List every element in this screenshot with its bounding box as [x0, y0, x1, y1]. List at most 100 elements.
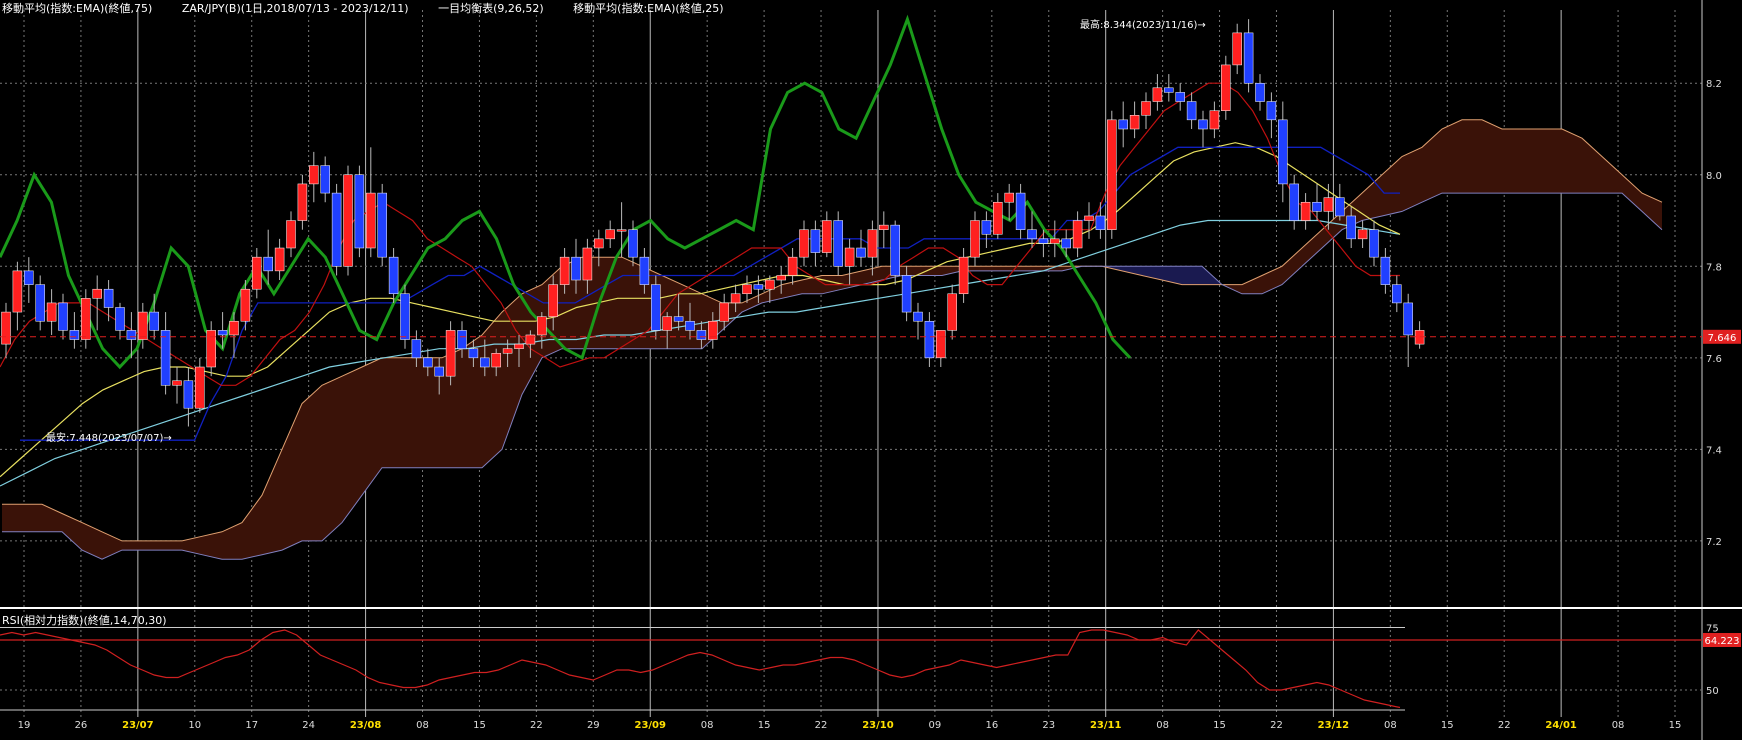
candle-body [981, 220, 992, 235]
candle-body [799, 229, 809, 258]
candle-body [309, 165, 319, 185]
candle-body [1118, 119, 1128, 130]
chart-grid [0, 10, 1702, 717]
candle-body [354, 174, 365, 249]
cloud-segment [442, 348, 462, 468]
cloud-segment [42, 504, 62, 532]
cloud-segment [782, 280, 802, 299]
date-tick-label: 08 [1384, 720, 1397, 731]
candle-body [195, 366, 205, 409]
candle-body [639, 256, 650, 285]
candle-body [1129, 115, 1140, 130]
ema75-line [0, 219, 1401, 487]
cloud-segment [142, 540, 162, 551]
candle-body [1061, 238, 1071, 249]
candle-body [1312, 201, 1322, 212]
chikou-line [0, 14, 1132, 370]
candle-body [160, 330, 171, 386]
cloud-segment [62, 513, 82, 551]
candle-body [856, 247, 866, 258]
cloud-segment [1622, 174, 1642, 212]
candle-body [810, 229, 821, 253]
cloud-segment [1602, 156, 1622, 194]
candle-body [1038, 238, 1049, 244]
rsi-current-label: 64.223 [1705, 636, 1740, 647]
cloud-segment [1322, 211, 1342, 248]
symbol-legend: ZAR/JPY(B)(1日,2018/07/13 - 2023/12/11) [181, 2, 409, 15]
candle-body [822, 220, 832, 253]
date-axis: 19 26 23/07 10 17 24 23/08 08 15 22 29 23/09 08 15 22 2… [18, 720, 1682, 731]
candle-body [1004, 192, 1014, 203]
cloud-segment [1182, 266, 1202, 285]
price-tick-label: 8.0 [1706, 171, 1722, 182]
candle-body [1072, 220, 1083, 249]
candle-body [1392, 284, 1402, 304]
candlesticks [1, 19, 1425, 427]
cloud-segment [1582, 138, 1602, 194]
cloud-segment [122, 540, 142, 551]
candle-body [776, 275, 786, 281]
cloud-segment [22, 504, 42, 532]
date-tick-label: 16 [985, 720, 998, 731]
candle-body [947, 293, 957, 331]
cloud-segment [1502, 129, 1522, 194]
candle-body [126, 330, 137, 340]
price-tick-label: 8.2 [1706, 79, 1722, 90]
ema25-line [0, 142, 1401, 478]
candle-body [58, 302, 68, 331]
cloud-segment [1642, 193, 1662, 230]
cloud-segment [1462, 119, 1482, 194]
cloud-segment [82, 522, 102, 560]
date-tick-label: 23/08 [350, 720, 382, 731]
candle-body [252, 256, 262, 290]
candle-body [662, 316, 672, 331]
date-tick-label: 17 [245, 720, 258, 731]
candle-body [708, 320, 718, 340]
senkou-span-a [2, 119, 1663, 542]
date-tick-label: 08 [701, 720, 714, 731]
date-tick-label: 22 [1270, 720, 1283, 731]
candle-body [673, 316, 684, 322]
candle-body [833, 220, 843, 267]
candle-body [742, 284, 752, 295]
kijun-line [20, 146, 1400, 441]
cloud-segment [362, 357, 382, 496]
cloud-segment [1162, 266, 1182, 285]
cloud-segment [502, 293, 522, 450]
ema25-legend: 移動平均(指数:EMA)(終値,25) [573, 2, 724, 15]
candle-body [1186, 101, 1197, 121]
ichimoku-cloud [2, 119, 1663, 560]
candle-body [1209, 110, 1220, 130]
cloud-segment [922, 266, 942, 276]
candle-body [1289, 183, 1299, 221]
candle-body [753, 284, 764, 290]
candle-body [970, 220, 980, 258]
candle-body [1175, 92, 1185, 102]
candle-body [240, 288, 251, 322]
price-tick-label: 7.8 [1706, 262, 1722, 273]
cloud-segment [1542, 129, 1562, 194]
candle-body [1357, 229, 1368, 240]
candle-body [502, 348, 513, 354]
candle-body [765, 279, 775, 290]
cloud-segment [1402, 147, 1422, 212]
candle-body [525, 334, 536, 345]
cloud-segment [322, 376, 342, 541]
candle-body [913, 311, 923, 322]
candle-body [12, 270, 23, 313]
date-tick-label: 15 [1213, 720, 1226, 731]
cloud-segment [182, 536, 202, 555]
candle-body [651, 284, 661, 331]
candle-body [890, 224, 900, 276]
candle-body [1027, 229, 1037, 240]
cloud-segment [1282, 248, 1302, 285]
cloud-segment [1022, 266, 1042, 271]
cloud-segment [242, 495, 262, 560]
cloud-segment [1442, 119, 1462, 194]
candle-body [685, 320, 695, 331]
candle-body [787, 256, 798, 276]
candle-body [69, 330, 80, 340]
cloud-segment [1522, 129, 1542, 194]
